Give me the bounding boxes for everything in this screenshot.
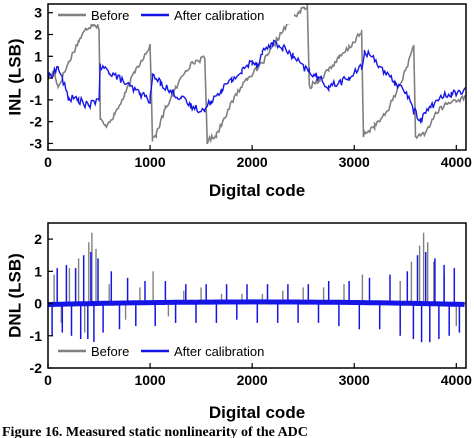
dnl-x-tick-label: 4000 <box>441 372 472 388</box>
inl-y-tick-label: -2 <box>30 114 43 130</box>
dnl-plot-area <box>48 232 466 343</box>
inl-axes: 0 1000 2000 3000 4000 -3 -2 -1 0 1 2 3 <box>30 5 473 170</box>
dnl-axes: 0 1000 2000 3000 4000 -2 -1 0 1 2 <box>30 231 473 388</box>
inl-x-tick-label: 0 <box>44 154 52 170</box>
inl-y-tick-label: -1 <box>30 92 43 108</box>
inl-legend-label-after: After calibration <box>174 8 264 23</box>
dnl-x-tick-label: 3000 <box>339 372 370 388</box>
figure-caption: Figure 16. Measured static nonlinearity … <box>2 425 308 438</box>
inl-legend: Before After calibration <box>54 6 294 24</box>
inl-y-tick-label: -3 <box>30 135 43 151</box>
dnl-x-tick-label: 2000 <box>237 372 268 388</box>
dnl-legend-label-before: Before <box>91 344 129 359</box>
inl-y-tick-label: 3 <box>34 5 42 21</box>
inl-x-tick-label: 3000 <box>339 154 370 170</box>
dnl-x-tick-label: 0 <box>44 372 52 388</box>
inl-axes-frame <box>47 3 467 151</box>
dnl-chart: 0 1000 2000 3000 4000 -2 -1 0 1 2 Digital code DN… <box>5 222 473 422</box>
inl-x-tick-label: 4000 <box>441 154 472 170</box>
dnl-y-tick-label: -1 <box>30 328 43 344</box>
dnl-y-tick-label: 0 <box>34 296 42 312</box>
inl-x-axis-label: Digital code <box>209 181 305 200</box>
inl-y-axis-label: INL (LSB) <box>5 38 24 115</box>
dnl-x-tick-label: 1000 <box>134 372 165 388</box>
dnl-legend-label-after: After calibration <box>174 344 264 359</box>
dnl-axes-frame <box>47 222 467 369</box>
dnl-after-baseline-band <box>48 299 465 307</box>
inl-x-tick-label: 1000 <box>134 154 165 170</box>
inl-y-tick-label: 2 <box>34 27 42 43</box>
dnl-x-axis-label: Digital code <box>209 403 305 422</box>
inl-legend-label-before: Before <box>91 8 129 23</box>
inl-series-after-calibration-line <box>48 39 466 125</box>
dnl-legend-box <box>54 342 304 360</box>
inl-y-tick-label: 1 <box>34 48 42 64</box>
dnl-series-after-calibration <box>48 252 465 343</box>
inl-x-tick-label: 2000 <box>237 154 268 170</box>
inl-legend-box <box>54 6 294 24</box>
inl-y-tick-label: 0 <box>34 70 42 86</box>
inl-chart: 0 1000 2000 3000 4000 -3 -2 -1 0 1 2 3 Digital code… <box>5 3 473 200</box>
inl-plot-area <box>48 4 466 145</box>
dnl-y-tick-label: 2 <box>34 231 42 247</box>
dnl-y-tick-label: 1 <box>34 263 42 279</box>
dnl-y-tick-label: -2 <box>30 360 43 376</box>
inl-series-before-line <box>48 4 466 145</box>
dnl-y-axis-label: DNL (LSB) <box>5 253 24 338</box>
dnl-legend: Before After calibration <box>54 342 304 360</box>
